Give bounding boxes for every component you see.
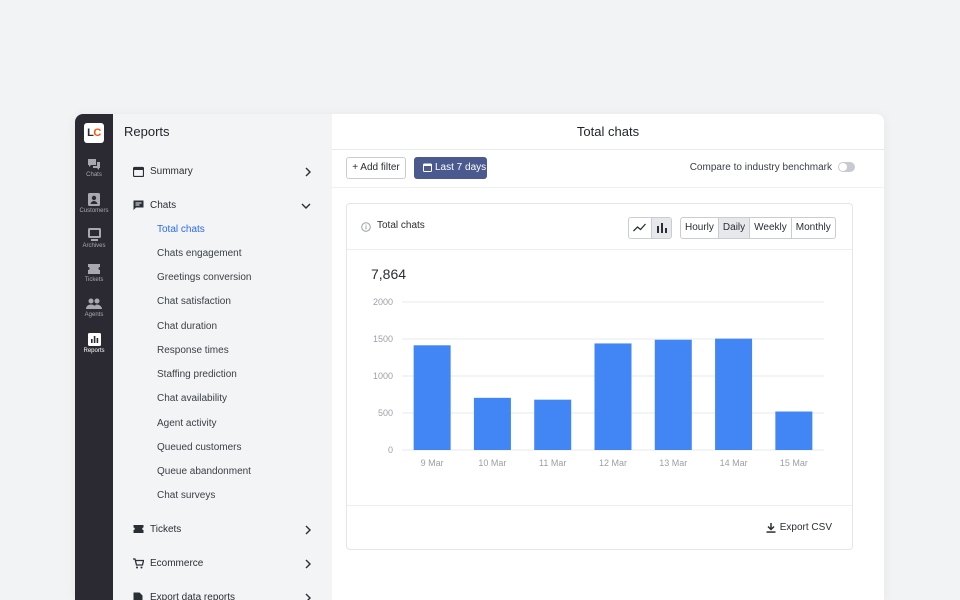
page-title: Total chats <box>576 124 640 139</box>
reports-sidebar: Reports Summary Chats Total chats Chats … <box>113 114 332 600</box>
sidebar-subitem-chat-satisfaction[interactable]: Chat satisfaction <box>157 296 231 307</box>
reports-icon <box>87 333 101 346</box>
sidebar-item-tickets[interactable]: Tickets <box>133 522 311 538</box>
chart-bar[interactable] <box>775 411 813 450</box>
export-csv-button[interactable]: Export CSV <box>766 522 832 533</box>
total-chats-bar-chart: 0 500 1000 1500 2000 9 Mar 10 Mar 11 Mar 12 Mar 1… <box>373 297 824 468</box>
sidebar-subitem-chat-duration[interactable]: Chat duration <box>157 321 218 332</box>
info-icon[interactable] <box>361 222 371 232</box>
y-tick-label: 1500 <box>373 334 393 344</box>
y-tick-label: 500 <box>378 408 393 418</box>
granularity-selector: Hourly Daily Weekly Monthly <box>680 217 836 239</box>
sidebar-item-summary[interactable]: Summary <box>133 164 311 180</box>
granularity-daily[interactable]: Daily <box>717 218 750 238</box>
card-footer-divider <box>347 505 852 506</box>
granularity-hourly[interactable]: Hourly <box>685 222 714 233</box>
chat-bubbles-icon <box>88 159 100 170</box>
x-tick-label: 14 Mar <box>720 458 748 468</box>
chevron-right-icon <box>305 593 311 600</box>
chart-bar[interactable] <box>473 397 511 450</box>
total-chats-card: Total chats Hourly Daily Weekly Monthly … <box>346 203 853 550</box>
sidebar-subitem-agent-activity[interactable]: Agent activity <box>157 418 217 429</box>
y-tick-label: 0 <box>388 445 393 455</box>
chart-bar[interactable] <box>654 339 692 450</box>
bar-chart-button[interactable] <box>651 218 671 238</box>
rail-item-customers[interactable]: Customers <box>75 193 113 214</box>
sidebar-item-ecommerce[interactable]: Ecommerce <box>133 556 311 572</box>
line-chart-icon <box>633 223 646 232</box>
customer-card-icon <box>88 193 100 206</box>
chat-icon <box>133 200 144 210</box>
x-tick-label: 11 Mar <box>539 458 566 468</box>
sidebar-subitem-queued-customers[interactable]: Queued customers <box>157 442 242 453</box>
rail-item-agents[interactable]: Agents <box>75 298 113 318</box>
x-tick-label: 13 Mar <box>659 458 687 468</box>
main-panel: Total chats + Add filter Last 7 days Com… <box>332 114 884 600</box>
ticket-icon <box>88 264 100 274</box>
nav-rail: LC Chats Customers Archives Tickets Agen… <box>75 114 113 600</box>
chevron-right-icon <box>305 559 311 569</box>
sidebar-subitem-total-chats[interactable]: Total chats <box>157 224 205 235</box>
sidebar-subitem-chat-surveys[interactable]: Chat surveys <box>157 490 216 501</box>
y-tick-label: 2000 <box>373 297 393 307</box>
card-title: Total chats <box>377 220 425 231</box>
sidebar-subitem-staffing-prediction[interactable]: Staffing prediction <box>157 369 237 380</box>
x-tick-label: 15 Mar <box>780 458 808 468</box>
chart-bar[interactable] <box>715 338 753 450</box>
benchmark-toggle[interactable] <box>838 162 855 172</box>
cart-icon <box>133 558 144 569</box>
header-divider <box>332 149 884 150</box>
y-tick-label: 1000 <box>373 371 393 381</box>
sidebar-item-chats[interactable]: Chats <box>133 198 311 214</box>
x-tick-label: 9 Mar <box>421 458 444 468</box>
download-icon <box>766 523 776 533</box>
archive-icon <box>87 228 101 241</box>
rail-item-archives[interactable]: Archives <box>75 228 113 249</box>
chart-bar[interactable] <box>594 343 632 450</box>
granularity-weekly[interactable]: Weekly <box>749 218 791 238</box>
chevron-down-icon <box>301 203 311 209</box>
benchmark-label: Compare to industry benchmark <box>689 162 832 173</box>
chart-bar[interactable] <box>534 399 572 450</box>
granularity-monthly[interactable]: Monthly <box>790 218 835 238</box>
date-range-button[interactable]: Last 7 days <box>414 157 487 179</box>
agents-icon <box>86 298 102 309</box>
sidebar-subitem-response-times[interactable]: Response times <box>157 345 229 356</box>
sidebar-item-export-data-reports[interactable]: Export data reports <box>133 590 311 600</box>
total-value: 7,864 <box>371 266 407 282</box>
app-window: LC Chats Customers Archives Tickets Agen… <box>75 114 884 600</box>
card-divider <box>347 249 852 250</box>
chart-view-toggle <box>628 217 672 239</box>
chart-bar[interactable] <box>413 345 451 450</box>
calendar-icon <box>423 163 432 172</box>
ticket-icon <box>133 525 144 533</box>
sidebar-subitem-chat-availability[interactable]: Chat availability <box>157 393 228 404</box>
line-chart-button[interactable] <box>629 218 650 238</box>
sidebar-subitem-greetings-conversion[interactable]: Greetings conversion <box>157 272 252 283</box>
sidebar-subitem-chats-engagement[interactable]: Chats engagement <box>157 248 242 259</box>
x-tick-label: 10 Mar <box>478 458 506 468</box>
chevron-right-icon <box>305 167 311 177</box>
add-filter-button[interactable]: + Add filter <box>346 157 406 179</box>
rail-item-chats[interactable]: Chats <box>75 158 113 178</box>
sidebar-title: Reports <box>124 124 170 139</box>
sidebar-subitem-queue-abandonment[interactable]: Queue abandonment <box>157 466 251 477</box>
toolbar-divider <box>332 187 884 188</box>
chevron-right-icon <box>305 525 311 535</box>
rail-item-tickets[interactable]: Tickets <box>75 263 113 283</box>
bar-chart-icon <box>657 223 667 233</box>
rail-item-reports[interactable]: Reports <box>75 333 113 354</box>
calendar-icon <box>133 166 144 177</box>
livechat-logo[interactable]: LC <box>84 123 104 143</box>
x-tick-label: 12 Mar <box>599 458 627 468</box>
document-icon <box>133 592 143 600</box>
